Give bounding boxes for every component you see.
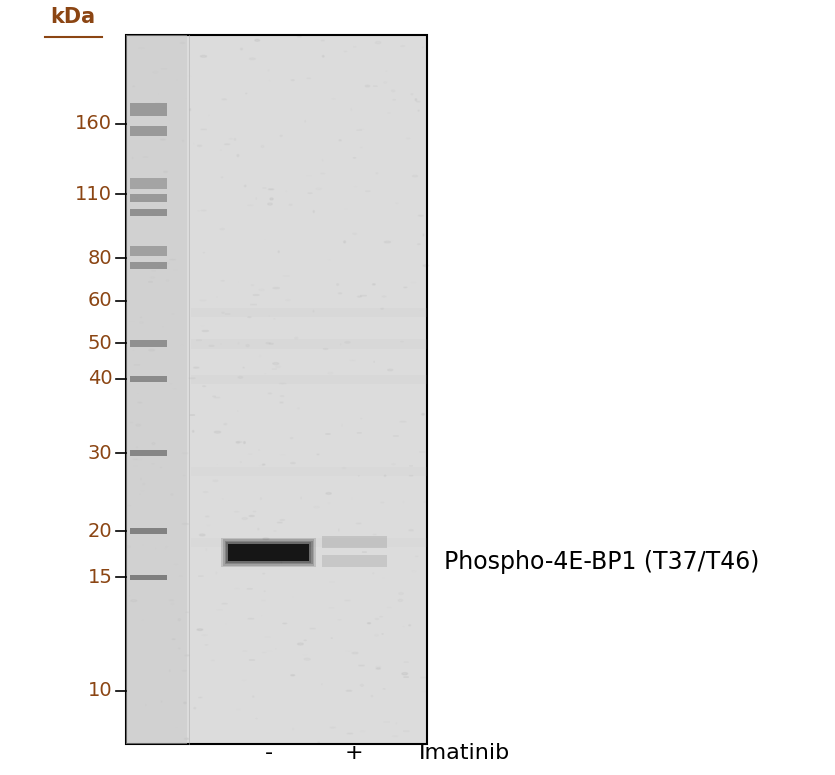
Bar <box>228 544 309 561</box>
Bar <box>191 538 428 547</box>
Bar <box>130 262 167 269</box>
Bar <box>191 308 428 317</box>
Text: Phospho-4E-BP1 (T37/T46): Phospho-4E-BP1 (T37/T46) <box>443 550 759 574</box>
Text: 30: 30 <box>88 444 113 463</box>
Text: 10: 10 <box>88 681 113 701</box>
Bar <box>130 103 167 115</box>
Bar <box>226 542 311 563</box>
Bar <box>228 544 309 561</box>
Text: 40: 40 <box>88 370 113 388</box>
Bar <box>191 339 428 349</box>
Bar <box>130 450 167 456</box>
Bar <box>321 555 387 567</box>
Text: +: + <box>345 743 363 763</box>
Bar <box>130 246 167 256</box>
Bar <box>223 539 314 566</box>
Bar <box>130 178 167 189</box>
Bar <box>130 194 167 202</box>
Bar <box>225 541 312 564</box>
Bar <box>130 126 167 136</box>
Bar <box>130 339 167 347</box>
Text: 160: 160 <box>75 114 113 133</box>
Text: Imatinib: Imatinib <box>419 743 510 763</box>
Bar <box>130 376 167 382</box>
Bar <box>130 529 167 534</box>
Text: 60: 60 <box>88 291 113 310</box>
Text: 20: 20 <box>88 522 113 541</box>
Bar <box>126 35 187 744</box>
Bar <box>321 536 387 548</box>
Bar <box>130 208 167 215</box>
Text: -: - <box>265 743 273 763</box>
Text: 110: 110 <box>75 185 113 204</box>
Text: 50: 50 <box>88 334 113 353</box>
Bar <box>126 35 428 744</box>
Text: 15: 15 <box>88 568 113 587</box>
Text: 80: 80 <box>88 249 113 267</box>
Text: kDa: kDa <box>51 7 96 27</box>
Bar <box>221 538 316 567</box>
Bar <box>191 467 428 477</box>
Bar <box>130 575 167 580</box>
Bar <box>191 375 428 384</box>
